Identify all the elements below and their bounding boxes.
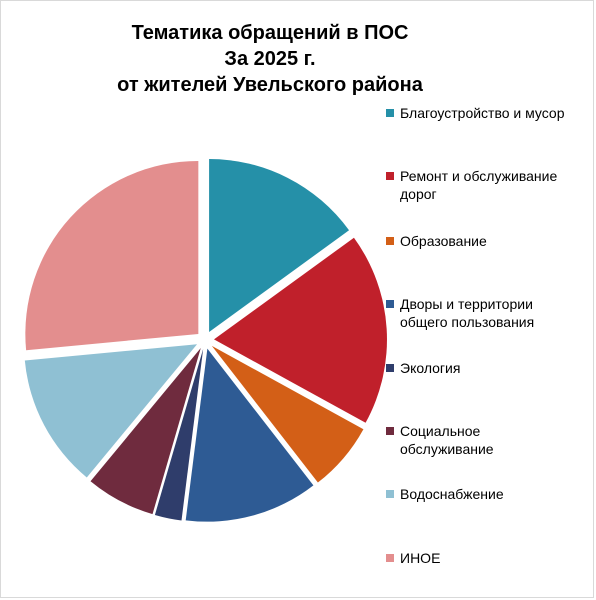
legend-item-inoe: ИНОЕ [386,549,440,567]
pie-slice-4 [185,348,314,522]
legend-swatch [386,554,394,562]
chart-title: Тематика обращений в ПОС За 2025 г. от ж… [100,20,440,98]
legend-label: Благоустройство и мусор [400,105,565,121]
legend-item-blagoustroystvo: Благоустройство и мусор [386,104,565,122]
legend-swatch [386,427,394,435]
legend-item-obrazovanie: Образование [386,232,487,250]
legend-swatch [386,237,394,245]
pie-slice-5 [154,348,204,521]
pie-slice-7 [24,344,198,478]
legend-label: Водоснабжение [400,486,504,502]
legend-label: Ремонт и обслуживание дорог [400,168,558,202]
pie-slice-6 [90,347,201,515]
legend-swatch [386,300,394,308]
legend-item-socialnoe: Социальное обслуживание [386,422,494,458]
legend-label: Экология [400,360,461,376]
legend-swatch [386,490,394,498]
legend-label: Социальное обслуживание [400,423,494,457]
legend-swatch [386,109,394,117]
legend-label: Дворы и территории общего пользования [400,296,535,330]
pie-slice-1 [209,158,350,332]
legend-swatch [386,172,394,180]
chart-title-line-1: Тематика обращений в ПОС [131,22,409,44]
legend-item-remont-dorog: Ремонт и обслуживание дорог [386,167,557,203]
chart-title-line-3: от жителей Увельского района [117,74,423,96]
pie-slice-2 [213,237,387,423]
legend-item-dvory: Дворы и территории общего пользования [386,295,534,331]
legend-item-vodosnabzhenie: Водоснабжение [386,485,504,503]
chart-title-line-2: За 2025 г. [224,48,316,70]
legend-label: ИНОЕ [400,550,441,566]
pie-slice-8 [25,160,199,351]
legend-swatch [386,364,394,372]
pie-slice-3 [211,345,364,483]
legend-label: Образование [400,233,487,249]
legend-item-ekologiya: Экология [386,359,460,377]
